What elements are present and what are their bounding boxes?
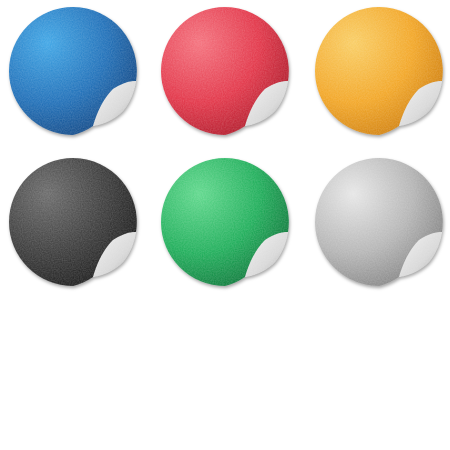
silver-peel-sticker-icon (313, 156, 445, 288)
blue-peel-sticker-icon (7, 5, 139, 137)
red-peel-sticker-icon (159, 5, 291, 137)
orange-peel-sticker-icon (313, 5, 445, 137)
black-peel-sticker-icon (7, 156, 139, 288)
green-peel-sticker-icon (159, 156, 291, 288)
